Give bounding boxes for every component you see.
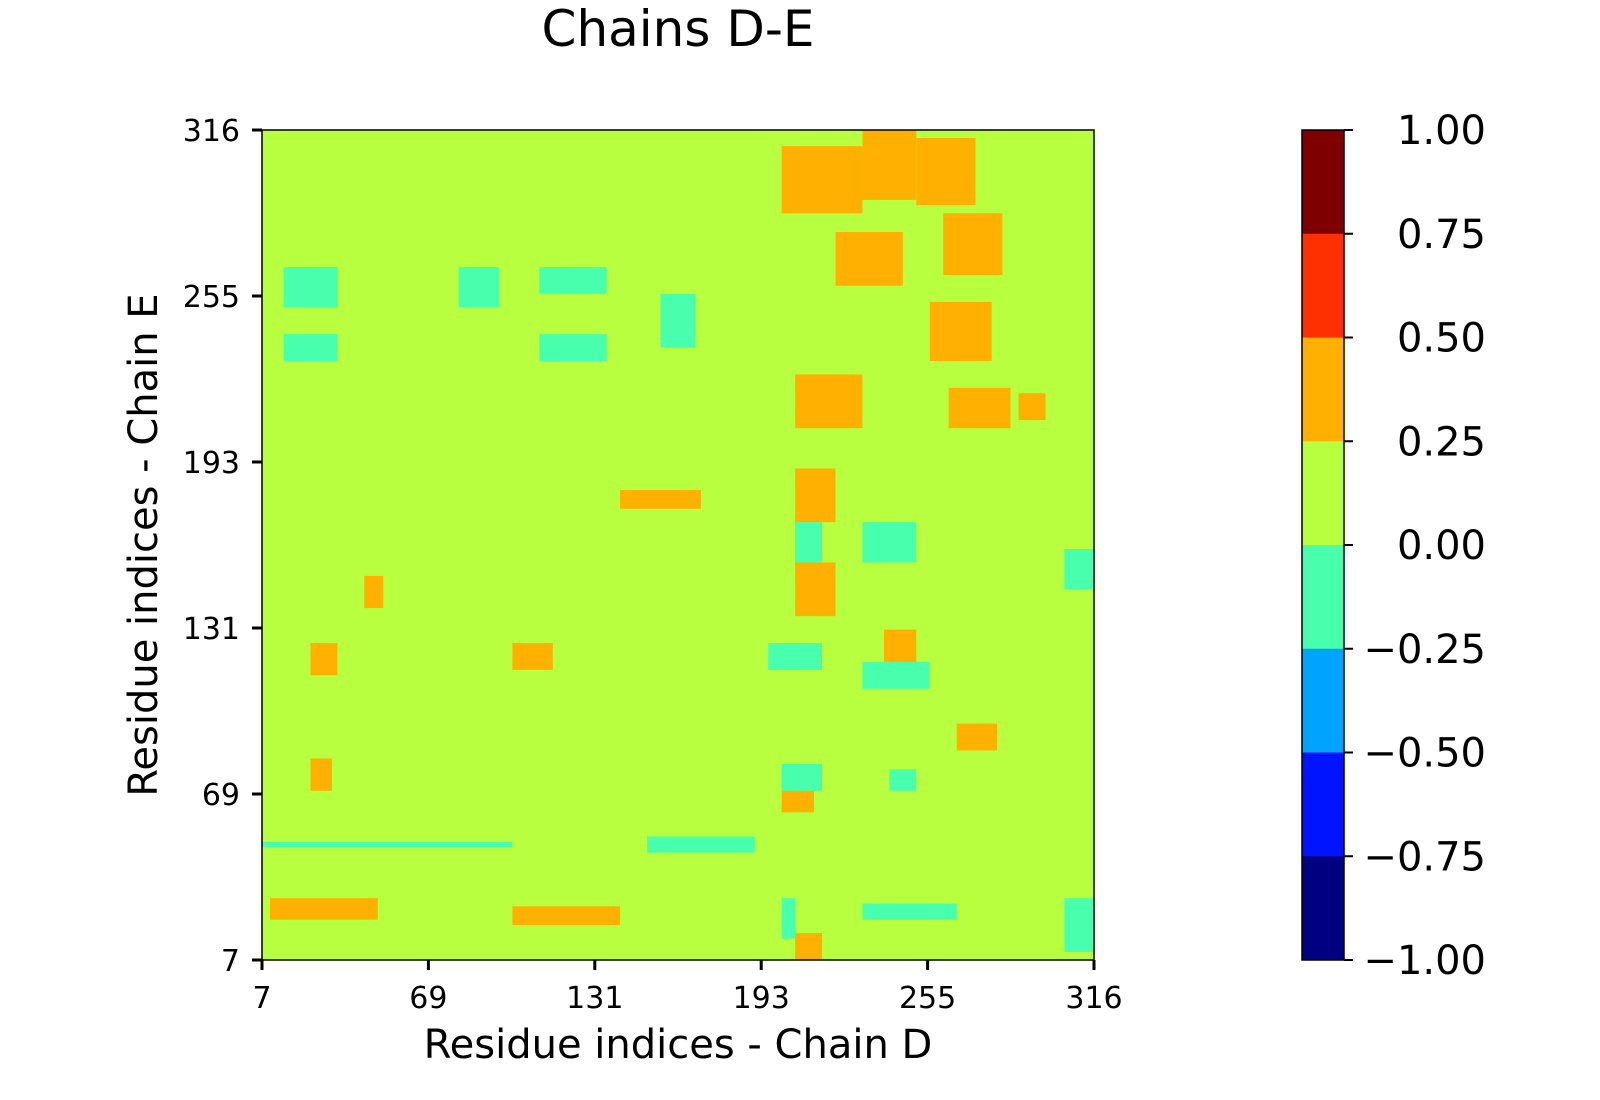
heatmap-region-negative xyxy=(1064,549,1094,590)
heatmap-region-positive xyxy=(948,387,1011,429)
heatmap-region-positive xyxy=(795,468,836,523)
heatmap-region-negative xyxy=(647,836,755,853)
y-tick-label: 316 xyxy=(183,114,240,149)
heatmap-region-positive xyxy=(512,643,553,670)
y-axis-label: Residue indices - Chain E xyxy=(121,293,167,796)
x-axis-label: Residue indices - Chain D xyxy=(424,1022,933,1068)
heatmap-region-positive xyxy=(270,898,378,920)
heatmap-region-positive xyxy=(310,643,338,676)
x-tick-label: 255 xyxy=(899,981,956,1016)
colorbar-segment xyxy=(1302,441,1344,546)
heatmap-region-positive xyxy=(364,575,384,609)
colorbar-tick-label: −0.50 xyxy=(1363,731,1486,777)
heatmap-region-negative xyxy=(889,769,917,791)
x-tick-label: 7 xyxy=(252,981,271,1016)
heatmap-region-negative xyxy=(262,841,513,848)
heatmap-cells xyxy=(262,130,1094,960)
y-tick-label: 69 xyxy=(202,778,240,813)
heatmap-region-positive xyxy=(916,138,976,206)
colorbar-tick-label: −0.25 xyxy=(1363,627,1486,673)
heatmap-region-positive xyxy=(310,758,333,791)
x-tick-label: 193 xyxy=(733,981,790,1016)
heatmap-region-negative xyxy=(795,522,823,563)
colorbar-segment xyxy=(1302,545,1344,650)
colorbar-tick-label: −0.75 xyxy=(1363,834,1486,880)
y-tick-label: 7 xyxy=(221,944,240,979)
colorbar-segment xyxy=(1302,233,1344,338)
heatmap-region-positive xyxy=(943,213,1003,276)
heatmap-region-positive xyxy=(956,723,998,751)
colorbar-tick-label: 0.25 xyxy=(1397,419,1486,465)
x-tick-label: 316 xyxy=(1065,981,1122,1016)
heatmap-region-positive xyxy=(620,489,701,509)
heatmap-region-negative xyxy=(283,266,338,308)
y-tick-label: 255 xyxy=(183,280,240,315)
colorbar-tick-label: 0.00 xyxy=(1397,523,1486,569)
y-tick-label: 193 xyxy=(183,446,240,481)
x-tick-label: 131 xyxy=(566,981,623,1016)
heatmap-region-negative xyxy=(283,334,338,362)
heatmap-region-negative xyxy=(862,903,957,920)
heatmap-region-negative xyxy=(539,266,607,294)
plot-frame xyxy=(261,129,1095,961)
y-axis-ticks: 7 69 131 193 255 316 xyxy=(183,114,262,979)
colorbar-tick-label: 0.75 xyxy=(1397,212,1486,258)
x-tick-label: 69 xyxy=(409,981,447,1016)
colorbar-tick-label: 0.50 xyxy=(1397,316,1486,362)
colorbar-segment xyxy=(1302,752,1344,857)
heatmap-region-positive xyxy=(1018,393,1046,421)
colorbar-tick-label: −1.00 xyxy=(1363,938,1486,984)
heatmap-plot xyxy=(261,129,1095,961)
heatmap-region-negative xyxy=(862,661,930,689)
heatmap-region-negative xyxy=(660,293,696,348)
colorbar-segment xyxy=(1302,648,1344,753)
colorbar-segment xyxy=(1302,856,1344,961)
heatmap-region-negative xyxy=(458,266,499,308)
heatmap-region-positive xyxy=(835,232,903,286)
heatmap-region-negative xyxy=(862,522,917,563)
colorbar-tick-label: 1.00 xyxy=(1397,108,1486,154)
heatmap-region-negative xyxy=(768,643,823,670)
heatmap-region-positive xyxy=(781,146,863,214)
chart-title: Chains D-E xyxy=(542,0,815,58)
heatmap-region-negative xyxy=(539,334,607,362)
heatmap-region-negative xyxy=(1064,898,1094,952)
heatmap-region-negative xyxy=(781,898,796,939)
heatmap-region-positive xyxy=(795,374,863,429)
heatmap-region-positive xyxy=(862,130,917,200)
colorbar-segment xyxy=(1302,337,1344,442)
heatmap-region-negative xyxy=(781,763,823,791)
x-axis-ticks: 7 69 131 193 255 316 xyxy=(252,960,1123,1016)
colorbar: 1.00 0.75 0.50 0.25 0.00 −0.25 −0.50 −0.75 −1.00 xyxy=(1301,108,1486,984)
heatmap-region-positive xyxy=(795,933,823,960)
heatmap-region-positive xyxy=(795,562,836,617)
colorbar-segment xyxy=(1302,130,1344,235)
heatmap-region-positive xyxy=(512,906,621,926)
y-tick-label: 131 xyxy=(183,612,240,647)
heatmap-region-positive xyxy=(929,301,992,362)
